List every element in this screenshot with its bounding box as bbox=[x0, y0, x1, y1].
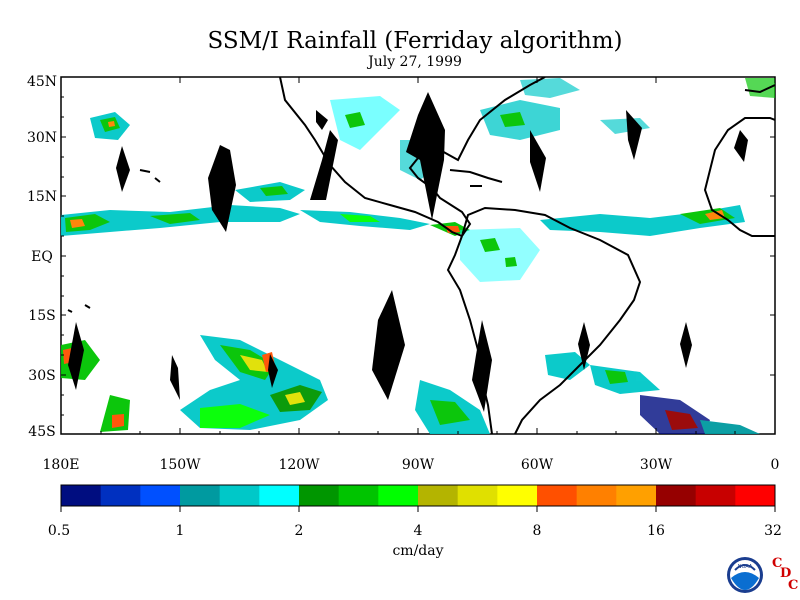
colorbar-cell bbox=[656, 485, 697, 506]
lon-label-30w: 30W bbox=[640, 457, 673, 473]
rain-areas bbox=[61, 78, 775, 434]
latitude-labels: 45N 30N 15N EQ 15S 30S 45S bbox=[27, 74, 57, 440]
colorbar-label-32: 32 bbox=[764, 523, 782, 539]
map-date: July 27, 1999 bbox=[368, 54, 462, 70]
colorbar-cell bbox=[735, 485, 776, 506]
colorbar-cell bbox=[418, 485, 459, 506]
colorbar-label-2: 2 bbox=[295, 523, 304, 539]
noaa-logo: NOAA bbox=[727, 557, 763, 593]
colorbar-cell bbox=[259, 485, 300, 506]
lon-label-120w: 120W bbox=[278, 457, 320, 473]
lat-label-15s: 15S bbox=[28, 308, 55, 324]
colorbar-label-1: 1 bbox=[176, 523, 185, 539]
lat-label-15n: 15N bbox=[27, 189, 57, 205]
colorbar: 0.5 1 2 4 8 16 32 cm/day bbox=[48, 484, 782, 559]
lat-label-eq: EQ bbox=[31, 249, 53, 265]
lat-label-30s: 30S bbox=[28, 368, 55, 384]
cdc-logo: C D C bbox=[772, 556, 798, 593]
colorbar-cell bbox=[695, 485, 736, 506]
lon-label-150w: 150W bbox=[159, 457, 201, 473]
lon-label-180e: 180E bbox=[43, 457, 80, 473]
colorbar-cell bbox=[299, 485, 340, 506]
colorbar-cell bbox=[457, 485, 498, 506]
colorbar-cell bbox=[219, 485, 260, 506]
lat-label-45s: 45S bbox=[28, 424, 55, 440]
cdc-letter-2: D bbox=[780, 566, 791, 581]
colorbar-cell bbox=[378, 485, 419, 506]
axis-ticks bbox=[60, 76, 776, 435]
colorbar-unit-label: cm/day bbox=[392, 543, 443, 559]
coastlines bbox=[67, 77, 775, 434]
colorbar-cell bbox=[61, 485, 102, 506]
colorbar-cell bbox=[100, 485, 141, 506]
colorbar-cell bbox=[616, 485, 657, 506]
colorbar-label-0-5: 0.5 bbox=[48, 523, 70, 539]
map-title: SSM/I Rainfall (Ferriday algorithm) bbox=[207, 28, 623, 54]
colorbar-cell bbox=[180, 485, 221, 506]
lat-label-45n: 45N bbox=[27, 74, 57, 90]
colorbar-label-16: 16 bbox=[647, 523, 665, 539]
lon-label-60w: 60W bbox=[521, 457, 554, 473]
colorbar-tick-marks bbox=[60, 506, 776, 512]
colorbar-cell bbox=[140, 485, 181, 506]
cdc-letter-1: C bbox=[772, 556, 782, 571]
longitude-labels: 180E 150W 120W 90W 60W 30W 0 bbox=[43, 457, 780, 473]
swath-gaps bbox=[68, 92, 748, 412]
colorbar-cell bbox=[576, 485, 617, 506]
lon-label-0: 0 bbox=[771, 457, 780, 473]
colorbar-label-4: 4 bbox=[414, 523, 423, 539]
lon-label-90w: 90W bbox=[402, 457, 435, 473]
colorbar-tick-labels: 0.5 1 2 4 8 16 32 bbox=[48, 523, 782, 539]
colorbar-cells bbox=[61, 485, 776, 506]
colorbar-label-8: 8 bbox=[533, 523, 542, 539]
lat-label-30n: 30N bbox=[27, 130, 57, 146]
noaa-logo-text: NOAA bbox=[738, 564, 753, 570]
colorbar-cell bbox=[497, 485, 538, 506]
cdc-letter-3: C bbox=[788, 578, 798, 593]
colorbar-cell bbox=[338, 485, 379, 506]
colorbar-cell bbox=[537, 485, 578, 506]
map-panel: 45N 30N 15N EQ 15S 30S 45S 180E 150W 120… bbox=[27, 74, 780, 473]
